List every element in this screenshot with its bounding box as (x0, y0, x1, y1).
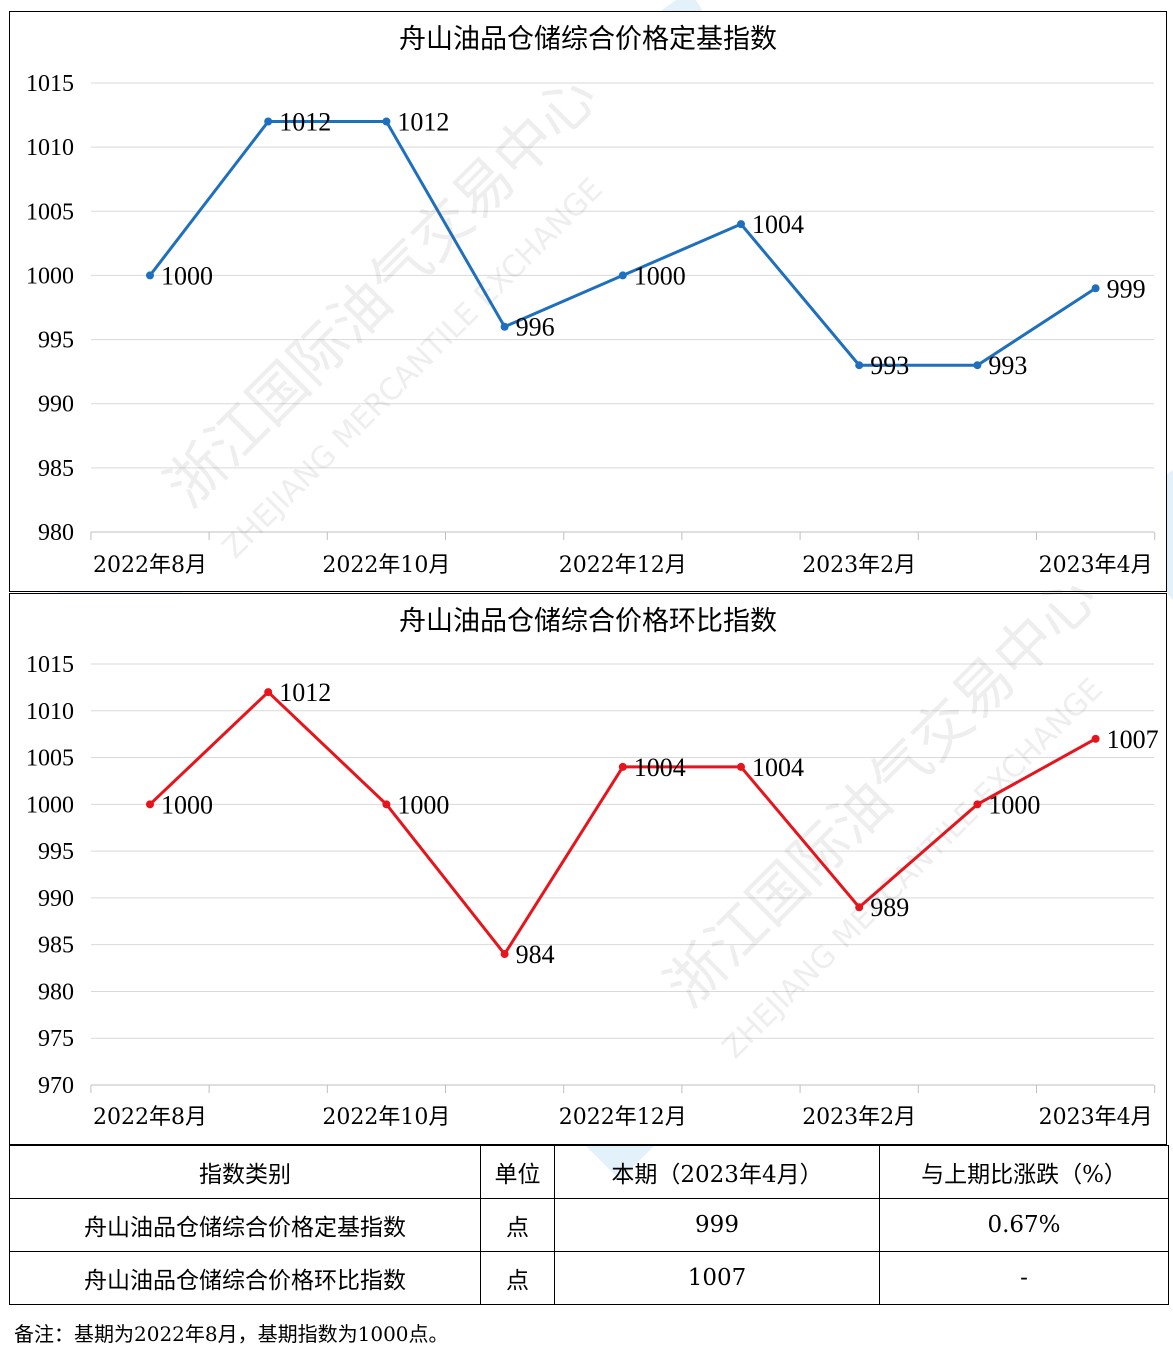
y-tick-label: 975 (38, 1026, 74, 1052)
y-tick-label: 985 (38, 456, 74, 482)
series-line (148, 119, 1097, 367)
table-cell: 舟山油品仓储综合价格环比指数 (9, 1251, 481, 1305)
table-cell: 1007 (554, 1251, 880, 1305)
data-label: 1012 (279, 678, 331, 707)
y-tick-label: 990 (38, 886, 74, 912)
data-label: 1000 (634, 261, 686, 290)
data-label: 993 (870, 351, 909, 380)
y-tick-label: 1000 (26, 263, 74, 289)
data-point (855, 903, 864, 912)
data-label: 1012 (279, 107, 331, 136)
data-point (1091, 734, 1100, 743)
table-cell: 0.67% (879, 1198, 1169, 1252)
footnote: 备注：基期为2022年8月，基期指数为1000点。 (14, 1322, 449, 1346)
data-label: 984 (516, 940, 555, 969)
y-tick-label: 980 (38, 520, 74, 546)
y-tick-label: 980 (38, 979, 74, 1005)
data-label: 996 (516, 313, 555, 342)
x-tick-label: 2022年8月 (93, 1105, 207, 1130)
y-tick-label: 1005 (26, 746, 74, 772)
chart-title: 舟山油品仓储综合价格环比指数 (399, 606, 777, 637)
y-tick-label: 1010 (26, 135, 74, 161)
data-point (737, 762, 745, 771)
data-point (382, 800, 391, 809)
chain-index-chart-svg: 舟山油品仓储综合价格环比指数 970 975 980 985 990 995 1000 1005… (26, 606, 1159, 1130)
data-point (500, 950, 509, 959)
x-tick-label: 2022年12月 (559, 553, 687, 578)
table-header-cell: 单位 (480, 1145, 555, 1199)
data-label: 1000 (988, 790, 1040, 819)
y-tick-label: 995 (38, 839, 74, 865)
y-tick-label: 970 (38, 1073, 74, 1099)
data-point (1091, 284, 1100, 293)
y-tick-label: 1015 (26, 71, 74, 97)
data-label: 1012 (397, 107, 449, 136)
fixed-base-index-chart: 舟山油品仓储综合价格定基指数 980 985 990 995 1000 1005 1010 10… (9, 11, 1167, 592)
data-point (737, 220, 745, 229)
data-point (264, 688, 273, 697)
data-point (618, 271, 627, 280)
data-label: 1004 (752, 753, 804, 782)
data-point (855, 361, 864, 370)
table-cell: 点 (480, 1198, 555, 1252)
fixed-base-index-chart-svg: 舟山油品仓储综合价格定基指数 980 985 990 995 1000 1005 1010 10… (26, 24, 1156, 578)
data-point (973, 361, 982, 370)
x-tick-label: 2022年8月 (93, 553, 207, 578)
table-cell: 舟山油品仓储综合价格定基指数 (9, 1198, 481, 1252)
table-header-cell: 本期（2023年4月） (554, 1145, 880, 1199)
table-cell: - (879, 1251, 1169, 1305)
data-label: 993 (988, 351, 1027, 380)
data-label: 1000 (161, 790, 213, 819)
x-tick-label: 2022年12月 (559, 1105, 687, 1130)
summary-table: 指数类别 单位 本期（2023年4月） 与上期比涨跌（%） 舟山油品仓储综合价格… (9, 1145, 1169, 1305)
y-tick-label: 995 (38, 328, 74, 354)
data-label: 1000 (397, 790, 449, 819)
series-line (148, 690, 1097, 956)
y-tick-label: 1010 (26, 699, 74, 725)
table-header-cell: 指数类别 (9, 1145, 481, 1199)
table-row: 舟山油品仓储综合价格定基指数 点 999 0.67% (9, 1198, 1169, 1252)
data-point (146, 271, 154, 280)
data-label: 1004 (634, 753, 686, 782)
table-header-row: 指数类别 单位 本期（2023年4月） 与上期比涨跌（%） (9, 1145, 1169, 1199)
table-row: 舟山油品仓储综合价格环比指数 点 1007 - (9, 1251, 1169, 1305)
table-cell: 999 (554, 1198, 880, 1252)
x-tick-label: 2023年4月 (1039, 553, 1153, 578)
chain-index-chart: 舟山油品仓储综合价格环比指数 970 975 980 985 990 995 1000 1005… (9, 593, 1167, 1145)
data-label: 1007 (1107, 725, 1159, 754)
data-point (973, 800, 982, 809)
y-tick-label: 1015 (26, 652, 74, 678)
chart-title: 舟山油品仓储综合价格定基指数 (399, 24, 777, 55)
data-point (382, 117, 391, 126)
table-header-cell: 与上期比涨跌（%） (879, 1145, 1169, 1199)
data-label: 1000 (161, 261, 213, 290)
y-tick-label: 1000 (26, 792, 74, 818)
x-tick-label: 2023年2月 (802, 553, 916, 578)
x-tick-label: 2023年4月 (1039, 1105, 1153, 1130)
data-label: 1004 (752, 210, 804, 239)
data-point (264, 117, 273, 126)
y-tick-label: 990 (38, 392, 74, 418)
x-tick-label: 2023年2月 (802, 1105, 916, 1130)
data-point (618, 762, 627, 771)
data-label: 989 (870, 893, 909, 922)
data-label: 999 (1107, 274, 1146, 303)
x-tick-label: 2022年10月 (322, 1105, 450, 1130)
x-tick-label: 2022年10月 (322, 553, 450, 578)
table-cell: 点 (480, 1251, 555, 1305)
data-point (500, 322, 509, 331)
data-point (146, 800, 154, 809)
y-tick-label: 985 (38, 933, 74, 959)
y-tick-label: 1005 (26, 199, 74, 225)
